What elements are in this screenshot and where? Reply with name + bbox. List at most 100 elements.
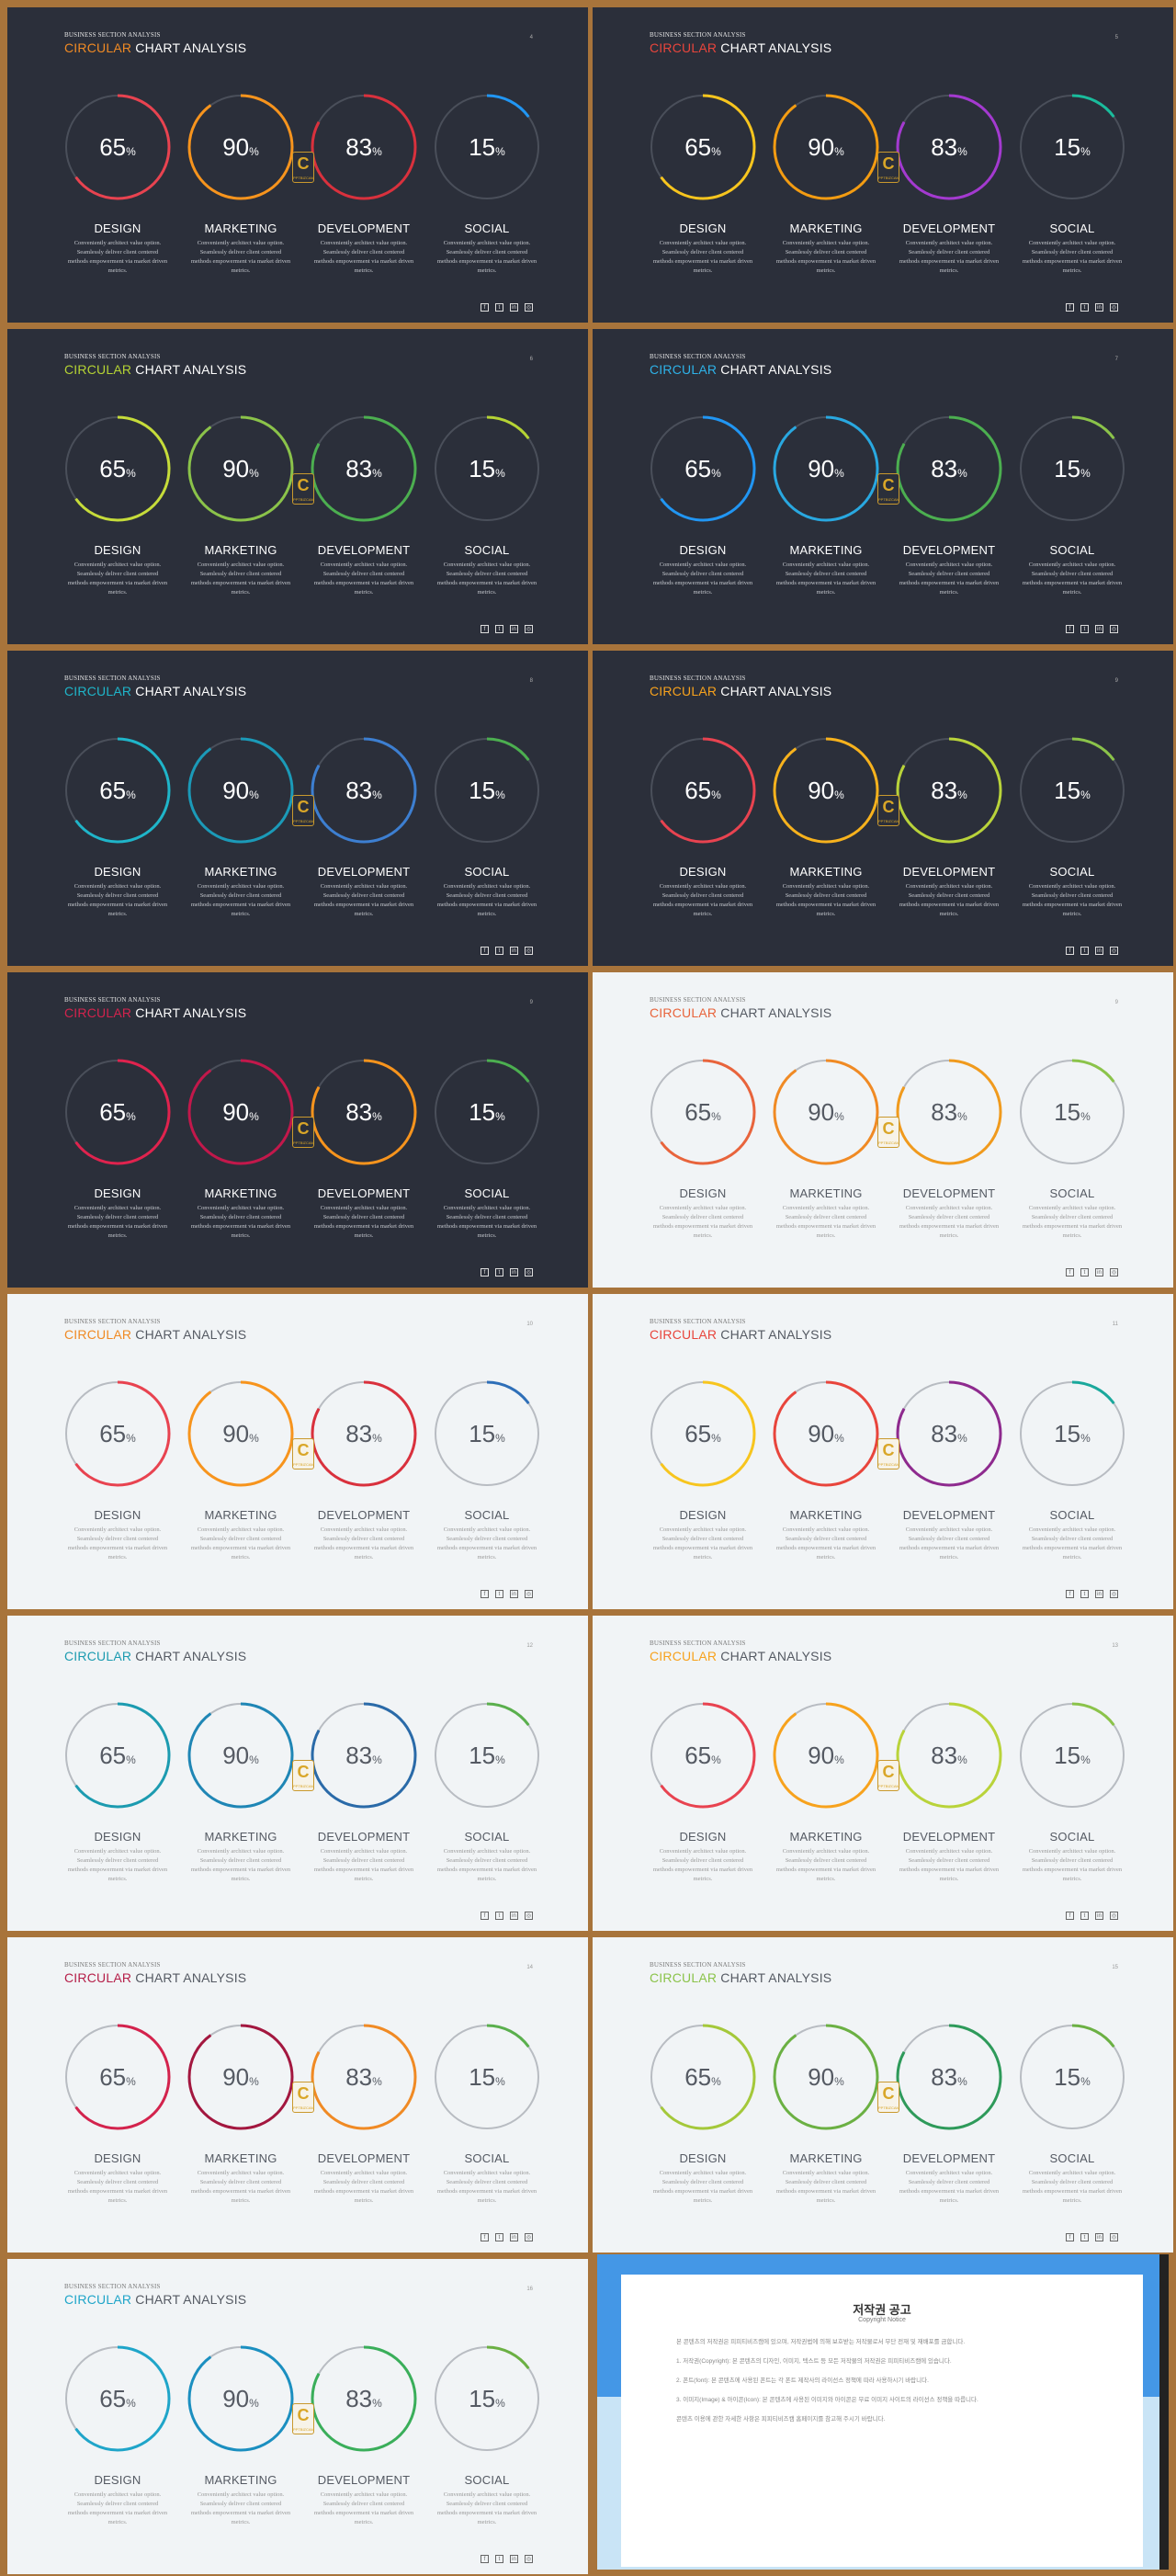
twitter-icon[interactable]: t — [495, 1912, 503, 1920]
column-description: Conveniently architect value option. Seam… — [646, 1204, 760, 1241]
facebook-icon[interactable]: f — [1066, 1912, 1074, 1920]
ring-value: 90 — [222, 2063, 249, 2091]
twitter-icon[interactable]: t — [1080, 1268, 1089, 1277]
ring-value-label: 83% — [931, 777, 967, 804]
linkedin-icon[interactable]: in — [510, 1912, 518, 1920]
facebook-icon[interactable]: f — [1066, 1590, 1074, 1598]
linkedin-icon[interactable]: in — [1095, 625, 1103, 633]
column-heading: MARKETING — [204, 1186, 277, 1200]
column-marketing: MARKETING Conveniently architect value op… — [769, 543, 883, 597]
description-line: Seamlessly deliver client centered — [662, 2179, 744, 2185]
description-line: methods empowerment via market driven — [1022, 1223, 1123, 1230]
twitter-icon[interactable]: t — [1080, 1912, 1089, 1920]
description-line: Seamlessly deliver client centered — [322, 571, 405, 577]
instagram-icon[interactable]: ◎ — [525, 1912, 533, 1920]
linkedin-icon[interactable]: in — [510, 947, 518, 955]
linkedin-icon[interactable]: in — [1095, 1268, 1103, 1277]
facebook-icon[interactable]: f — [481, 625, 489, 633]
twitter-icon[interactable]: t — [1080, 1590, 1089, 1598]
ring-progress-marketing — [187, 2024, 294, 2130]
linkedin-icon[interactable]: in — [510, 2555, 518, 2563]
linkedin-icon[interactable]: in — [1095, 2233, 1103, 2241]
instagram-icon[interactable]: ◎ — [525, 1268, 533, 1277]
twitter-icon[interactable]: t — [1080, 947, 1089, 955]
linkedin-icon[interactable]: in — [510, 2233, 518, 2241]
facebook-icon[interactable]: f — [481, 1912, 489, 1920]
facebook-icon[interactable]: f — [1066, 625, 1074, 633]
linkedin-icon[interactable]: in — [510, 303, 518, 312]
instagram-icon[interactable]: ◎ — [1110, 1268, 1118, 1277]
description-line: Conveniently architect value option. — [197, 1526, 285, 1533]
facebook-icon[interactable]: f — [1066, 1268, 1074, 1277]
watermark-text: PPTBIZCAM — [293, 497, 314, 502]
linkedin-icon[interactable]: in — [510, 625, 518, 633]
percent-symbol: % — [495, 2397, 505, 2410]
linkedin-icon[interactable]: in — [1095, 1912, 1103, 1920]
percent-symbol: % — [249, 789, 259, 801]
facebook-icon[interactable]: f — [1066, 947, 1074, 955]
description-line: metrics. — [107, 267, 128, 274]
instagram-icon[interactable]: ◎ — [525, 2555, 533, 2563]
description-line: Seamlessly deliver client centered — [908, 1214, 990, 1220]
instagram-icon[interactable]: ◎ — [1110, 625, 1118, 633]
instagram-icon[interactable]: ◎ — [525, 2233, 533, 2241]
instagram-icon[interactable]: ◎ — [1110, 2233, 1118, 2241]
facebook-icon[interactable]: f — [481, 947, 489, 955]
column-description: Conveniently architect value option. Seam… — [1015, 239, 1129, 276]
column-heading: SOCIAL — [464, 2151, 510, 2165]
twitter-icon[interactable]: t — [1080, 2233, 1089, 2241]
column-social: SOCIAL Conveniently architect value optio… — [430, 1830, 544, 1884]
twitter-icon[interactable]: t — [1080, 303, 1089, 312]
watermark-letter: C — [297, 2084, 310, 2103]
ring-value-label: 65% — [684, 2063, 721, 2091]
title-accent: CIRCULAR — [64, 40, 132, 55]
twitter-icon[interactable]: t — [495, 947, 503, 955]
facebook-icon[interactable]: f — [481, 2555, 489, 2563]
ring-value-label: 15% — [1054, 1098, 1091, 1126]
facebook-icon[interactable]: f — [1066, 2233, 1074, 2241]
percent-symbol: % — [126, 467, 136, 480]
twitter-icon[interactable]: t — [495, 625, 503, 633]
ring-value: 15 — [1054, 2063, 1080, 2091]
ring-value: 90 — [808, 133, 834, 161]
facebook-icon[interactable]: f — [481, 1590, 489, 1598]
linkedin-icon[interactable]: in — [1095, 1590, 1103, 1598]
facebook-icon[interactable]: f — [1066, 303, 1074, 312]
description-line: metrics. — [816, 267, 836, 274]
instagram-icon[interactable]: ◎ — [525, 1590, 533, 1598]
circular-chart-slide: BUSINESS SECTION ANALYSIS CIRCULAR CHART … — [7, 1937, 588, 2253]
slide-kicker: BUSINESS SECTION ANALYSIS — [650, 31, 746, 39]
description-line: Seamlessly deliver client centered — [662, 1214, 744, 1220]
twitter-icon[interactable]: t — [495, 1268, 503, 1277]
column-heading: SOCIAL — [1049, 865, 1095, 879]
facebook-icon[interactable]: f — [481, 2233, 489, 2241]
ring-progress-social — [434, 737, 540, 844]
linkedin-icon[interactable]: in — [1095, 303, 1103, 312]
column-development: DEVELOPMENT Conveniently architect value … — [307, 1508, 421, 1562]
facebook-icon[interactable]: f — [481, 303, 489, 312]
description-line: Conveniently architect value option. — [197, 562, 285, 568]
linkedin-icon[interactable]: in — [510, 1590, 518, 1598]
twitter-icon[interactable]: t — [1080, 625, 1089, 633]
linkedin-icon[interactable]: in — [510, 1268, 518, 1277]
instagram-icon[interactable]: ◎ — [1110, 1912, 1118, 1920]
twitter-icon[interactable]: t — [495, 2233, 503, 2241]
instagram-icon[interactable]: ◎ — [1110, 1590, 1118, 1598]
linkedin-icon[interactable]: in — [1095, 947, 1103, 955]
instagram-icon[interactable]: ◎ — [525, 625, 533, 633]
instagram-icon[interactable]: ◎ — [1110, 947, 1118, 955]
twitter-icon[interactable]: t — [495, 303, 503, 312]
twitter-icon[interactable]: t — [495, 1590, 503, 1598]
ring-value: 83 — [345, 133, 372, 161]
description-line: Conveniently architect value option. — [659, 1205, 747, 1211]
twitter-icon[interactable]: t — [495, 2555, 503, 2563]
ring-charts: 65% 90% 83% 15% — [64, 415, 540, 522]
instagram-icon[interactable]: ◎ — [1110, 303, 1118, 312]
percent-symbol: % — [126, 789, 136, 801]
ring-value: 65 — [99, 1098, 126, 1126]
column-social: SOCIAL Conveniently architect value optio… — [430, 1508, 544, 1562]
instagram-icon[interactable]: ◎ — [525, 947, 533, 955]
instagram-icon[interactable]: ◎ — [525, 303, 533, 312]
facebook-icon[interactable]: f — [481, 1268, 489, 1277]
ring-progress-marketing — [773, 1702, 879, 1809]
